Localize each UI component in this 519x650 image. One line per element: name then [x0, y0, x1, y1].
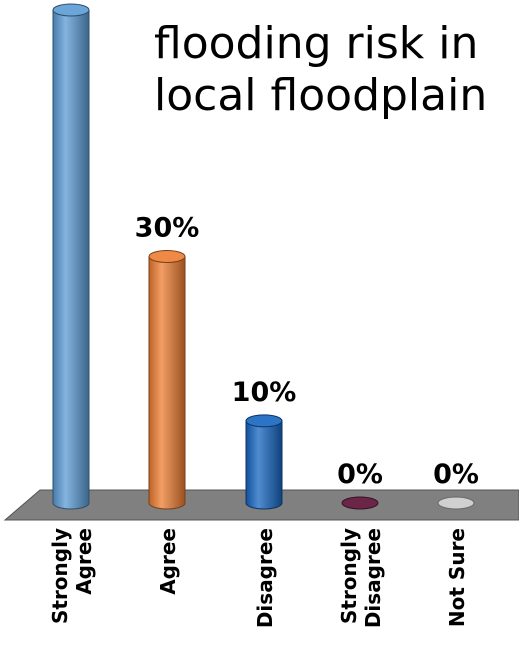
bar-body-2	[245, 420, 283, 510]
category-label-line: Strongly	[337, 528, 361, 624]
bar-disc-3	[341, 496, 379, 510]
category-label-line: Disagree	[361, 528, 385, 628]
value-label-1: 30%	[135, 213, 200, 244]
category-label-1: Agree	[156, 528, 180, 595]
category-label-line: Not Sure	[445, 528, 469, 627]
value-label-2: 10%	[232, 377, 297, 408]
bar-body-1	[148, 256, 186, 510]
value-label-4: 0%	[433, 459, 479, 490]
bar-3	[341, 496, 379, 510]
bar-disc-4	[437, 496, 475, 510]
chart-title-line-1: flooding risk in	[154, 18, 479, 69]
bar-top-2	[245, 414, 283, 428]
category-label-3: StronglyDisagree	[337, 528, 385, 628]
bar-2	[245, 414, 283, 510]
value-label-3: 0%	[337, 459, 383, 490]
bar-top-0	[52, 3, 90, 17]
bar-0	[52, 3, 90, 510]
category-label-line: Agree	[156, 528, 180, 595]
category-label-line: Strongly	[48, 528, 72, 624]
category-label-2: Disagree	[253, 528, 277, 628]
category-label-line: Disagree	[253, 528, 277, 628]
bar-top-1	[148, 250, 186, 263]
category-label-line: Agree	[72, 528, 96, 595]
chart-title-line-2: local floodplain	[154, 70, 488, 121]
chart-title: flooding risk in local floodplain	[154, 18, 519, 122]
bar-1	[148, 250, 186, 510]
bar-4	[437, 496, 475, 510]
bar-body-0	[52, 9, 90, 510]
category-label-4: Not Sure	[445, 528, 469, 627]
category-label-0: StronglyAgree	[48, 528, 96, 624]
